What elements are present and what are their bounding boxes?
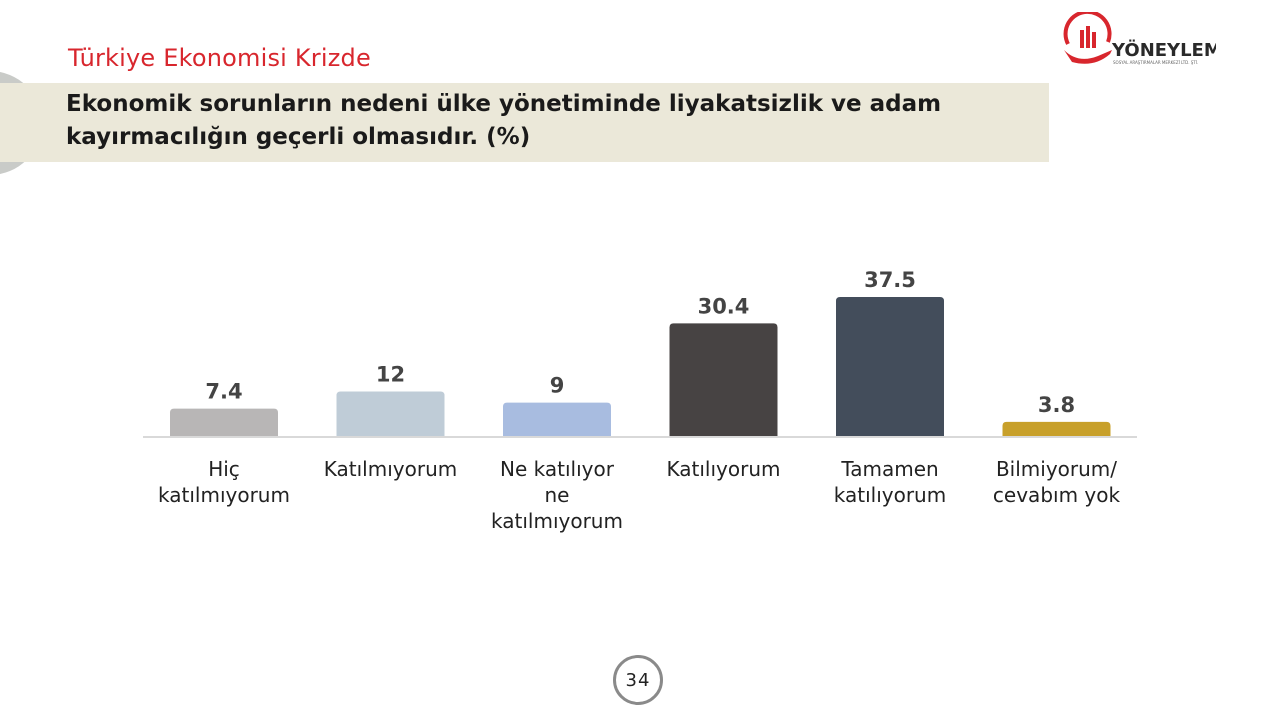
category-labels-layer: Hiç katılmıyorum Katılmıyorum Ne katılıyor n… — [158, 457, 1120, 533]
question-line-1: Ekonomik sorunların nedeni ülke yönetimi… — [66, 91, 942, 117]
value-labels-layer: 7.4 12 9 30.4 37.5 3.8 — [205, 268, 1075, 417]
category-label: Katılmıyorum — [324, 457, 457, 481]
bar — [669, 323, 778, 436]
page-number: 34 — [613, 655, 663, 705]
category-label: Tamamen katılıyorum — [834, 457, 946, 507]
category-label: Ne katılıyor ne katılmıyorum — [491, 457, 623, 533]
question-line-2: kayırmacılığın geçerli olmasıdır. (%) — [66, 124, 531, 150]
value-label: 3.8 — [1038, 393, 1075, 417]
question-band — [0, 83, 1049, 162]
category-label: Hiç katılmıyorum — [158, 457, 290, 507]
logo-name: YÖNEYLEM — [1111, 39, 1216, 61]
value-label: 37.5 — [864, 268, 916, 292]
value-label: 9 — [550, 374, 565, 398]
bar — [170, 408, 278, 436]
category-label: Bilmiyorum/cevabım yok — [993, 457, 1121, 507]
value-label: 12 — [376, 363, 405, 387]
bar — [503, 402, 611, 436]
value-label: 7.4 — [205, 380, 242, 404]
bar — [836, 297, 944, 436]
bars-layer — [170, 297, 1111, 436]
bar — [336, 391, 445, 436]
category-label: Katılıyorum — [667, 457, 781, 481]
question-title: Ekonomik sorunların nedeni ülke yönetimi… — [66, 88, 996, 154]
logo-subtitle: SOSYAL ARAŞTIRMALAR MERKEZİ LTD. ŞTİ. — [1113, 60, 1198, 65]
value-label: 30.4 — [698, 294, 750, 318]
yoneylem-logo: YÖNEYLEM SOSYAL ARAŞTIRMALAR MERKEZİ LTD… — [1063, 12, 1216, 65]
bar — [1002, 421, 1111, 436]
section-title: Türkiye Ekonomisi Krizde — [68, 44, 371, 72]
